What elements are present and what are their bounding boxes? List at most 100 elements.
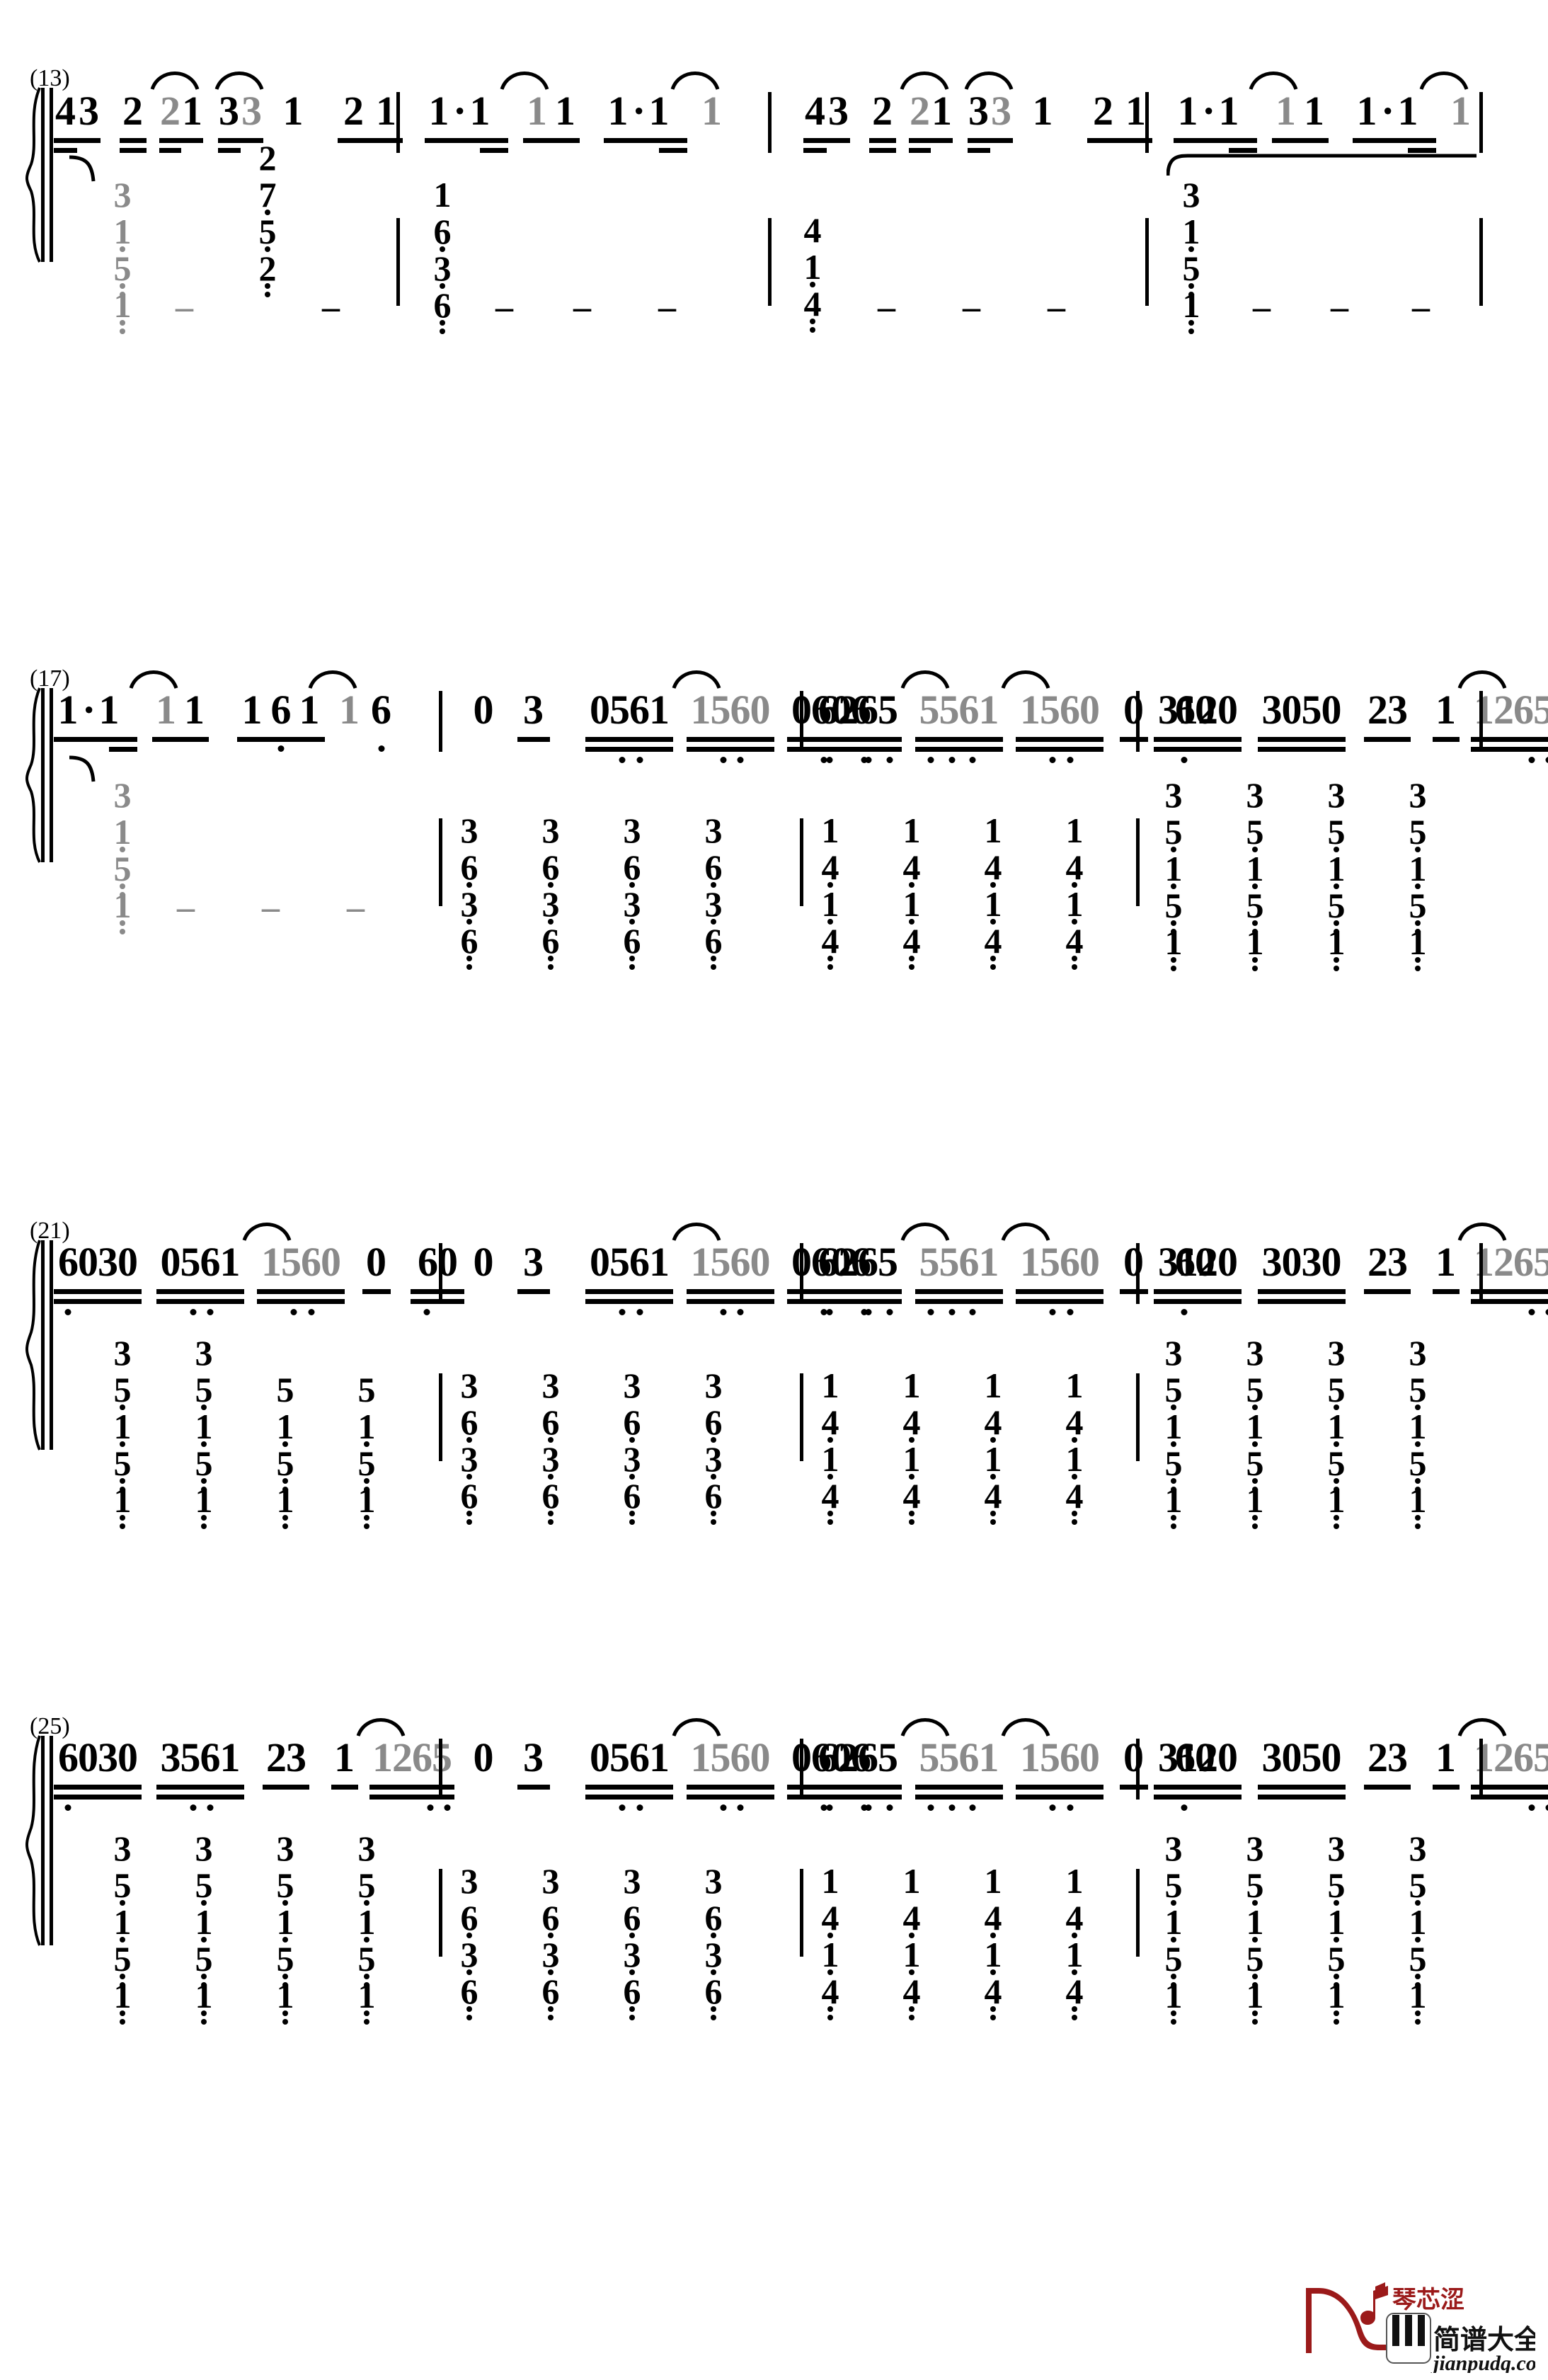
bass-chord: 3 5 1 5 1	[1401, 777, 1434, 971]
bass-chord: 1 4 1 4	[977, 1368, 1009, 1525]
chord-note: 3	[1327, 775, 1346, 815]
beam	[814, 1299, 902, 1304]
bass-chord: 3 6 3 6	[453, 1366, 486, 1525]
tie-arc	[1457, 1218, 1508, 1242]
beam	[237, 737, 325, 742]
beam	[915, 747, 1003, 752]
chord-note: 4	[821, 847, 839, 888]
site-url-text: jianpudq.com	[1431, 2352, 1535, 2373]
barline	[439, 1373, 442, 1461]
chord-note: 3	[460, 1366, 478, 1405]
chord-note: 4	[895, 923, 928, 970]
tie-arc	[1000, 1218, 1051, 1242]
barline	[1145, 92, 1149, 153]
chord-note: 5	[1409, 812, 1427, 852]
barline	[1136, 1243, 1140, 1304]
note-rest: 0	[1123, 1239, 1144, 1285]
note-run: 23	[1368, 1239, 1408, 1285]
beam	[909, 148, 931, 153]
note: 1	[1218, 88, 1239, 134]
chord-note: 1	[1065, 1935, 1084, 1975]
chord-note: 1	[1182, 212, 1200, 252]
beam	[156, 1795, 244, 1800]
beam	[217, 148, 241, 153]
chord-note: 1	[902, 1439, 921, 1480]
chord-note: 3	[623, 1935, 641, 1975]
chord-note: 5	[1175, 251, 1208, 297]
chord-note: 4	[977, 1478, 1009, 1525]
beam-group: 1265	[1457, 1718, 1548, 1811]
note: 2	[122, 88, 143, 134]
chord-note: 5	[1164, 1865, 1183, 1906]
beam-group: 33	[214, 71, 263, 153]
chord-note: 4	[977, 1974, 1009, 2020]
tie-arc	[670, 67, 721, 91]
measure-number-25: (25)	[30, 1713, 70, 1739]
beam	[915, 1299, 1003, 1304]
chord-note: 3	[623, 1861, 641, 1901]
chord-note: 1	[984, 811, 1002, 850]
chord-note: 5	[269, 1446, 302, 1492]
barline	[768, 218, 772, 306]
bass-chord: 3 5 1 5 1	[1239, 1335, 1271, 1529]
beam	[1471, 1289, 1548, 1294]
note-run: 6030	[58, 1734, 138, 1780]
chord-note: 1	[106, 1482, 139, 1529]
grand-staff-brace	[23, 1734, 44, 1947]
note: 1	[607, 88, 629, 134]
chord-note: 4	[895, 1478, 928, 1525]
beam	[1016, 747, 1103, 752]
note-run: 1265	[1474, 1734, 1548, 1780]
note-run: 0606	[791, 687, 871, 733]
beam	[814, 1795, 902, 1800]
beam	[151, 737, 209, 742]
chord-note: 1	[1239, 1482, 1271, 1529]
chord-note: 1	[902, 1861, 921, 1901]
note-run: 5561	[919, 1239, 999, 1285]
beam	[1432, 737, 1460, 742]
chord-note: 5	[188, 1941, 220, 1988]
bass-chord: 1 4 1 4	[1058, 1863, 1091, 2020]
grand-staff-brace	[23, 1239, 44, 1451]
bass-chord: 1 4 1 4	[1058, 1368, 1091, 1525]
bass-chord: 3 5 1 5 1	[1157, 1335, 1190, 1529]
beam	[1119, 1289, 1148, 1294]
note: 4	[55, 88, 76, 134]
duration-dash: –	[878, 287, 895, 326]
tie-arc	[128, 665, 179, 690]
beam-group: 43	[803, 91, 850, 153]
beam-group: 1·1	[1174, 88, 1257, 153]
chord-note: 4	[902, 1402, 921, 1443]
chord-note: 6	[616, 1974, 648, 2020]
chord-note: 1	[1320, 1978, 1353, 2025]
beam-group: 1	[1432, 690, 1460, 742]
chord-note: 3	[704, 1366, 723, 1405]
chord-note: 1	[1164, 1407, 1183, 1447]
duration-dash: –	[177, 887, 195, 927]
bass-chord: 3 5 1 5 1	[1239, 1831, 1271, 2025]
chord-note: 5	[1164, 812, 1183, 852]
beam	[1119, 737, 1148, 742]
barline	[439, 691, 442, 752]
note-grace: 3	[241, 88, 262, 134]
beam	[1364, 1785, 1411, 1790]
note-run: 0606	[791, 1734, 871, 1780]
chord-note: 1	[1175, 287, 1208, 334]
bass-chord: 3 5 1 5 1	[106, 1831, 139, 2025]
chord-note: 1	[821, 884, 839, 925]
chord-note: 5	[1409, 1370, 1427, 1410]
chord-note: 6	[534, 1478, 567, 1525]
note-run: 6265	[818, 687, 898, 733]
beam	[1432, 1289, 1460, 1294]
duration-dot: ·	[1202, 88, 1216, 134]
tie-arc	[355, 1713, 406, 1737]
chord-note: 5	[1401, 888, 1434, 934]
barline	[1136, 1739, 1140, 1800]
chord-note: 5	[106, 1446, 139, 1492]
chord-note: 1	[195, 1407, 213, 1447]
bass-chord: 3 5 1 5 1	[188, 1831, 220, 2025]
